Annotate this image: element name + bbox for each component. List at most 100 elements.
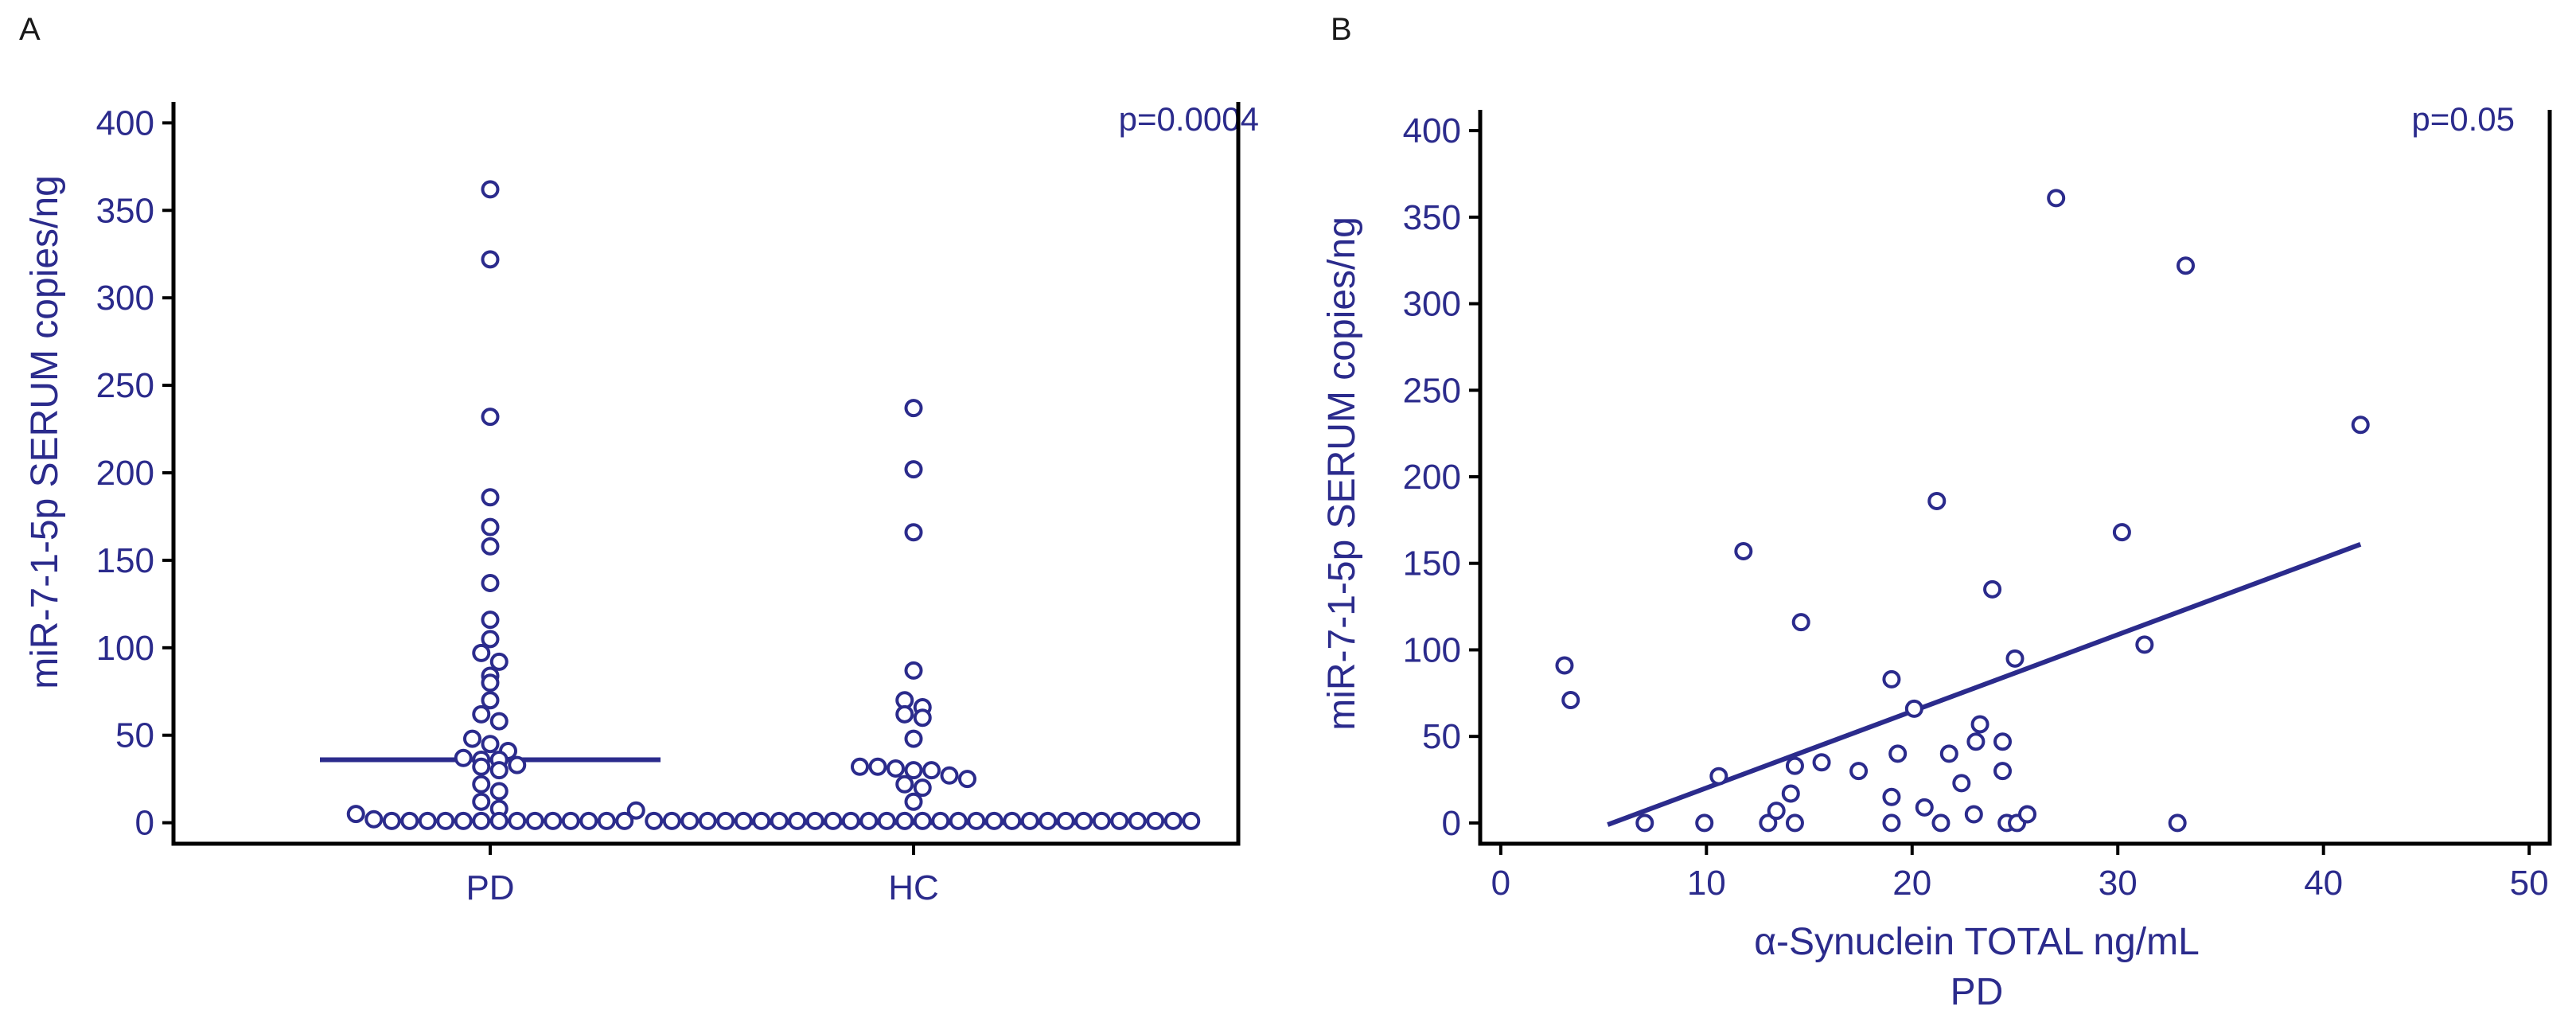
panel-a-point-hc	[851, 757, 869, 776]
panel-a-y-tick-label: 400	[96, 103, 154, 142]
panel-a-point-hc	[949, 811, 968, 830]
panel-a-point-pd	[472, 792, 491, 811]
panel-a-point-hc	[904, 761, 923, 780]
panel-b-axis-frame	[1478, 110, 2552, 846]
panel-b-x-axis-title: α-Synuclein TOTAL ng/mL	[1754, 921, 2200, 963]
panel-a-point-pd	[481, 735, 500, 754]
panel-a-point-pd	[454, 748, 473, 767]
panel-a-y-tick-label: 350	[96, 191, 154, 230]
panel-a-point-pd	[481, 573, 500, 592]
panel-a-point-hc	[940, 766, 959, 785]
panel-b-y-axis-title: miR-7-1-5p SERUM copies/ng	[1321, 217, 1363, 731]
panel-b-point	[1561, 691, 1580, 710]
panel-a-y-tick-label: 300	[96, 279, 154, 318]
panel-a-point-hc	[824, 811, 843, 830]
panel-b-point	[1849, 762, 1869, 781]
panel-b-y-tick-label: 350	[1403, 198, 1461, 237]
panel-b-x-axis-subtitle: PD	[1951, 971, 2004, 1013]
panel-b-point	[1931, 813, 1951, 833]
panel-a-y-tick-label: 250	[96, 366, 154, 405]
panel-a-point-pd	[436, 811, 455, 830]
panel-a-y-tick-label: 200	[96, 454, 154, 493]
panel-a-point-hc	[904, 661, 923, 680]
panel-a-point-hc	[904, 792, 923, 811]
panel-a-point-hc	[716, 811, 735, 830]
panel-b-x-tick-label: 0	[1491, 864, 1510, 903]
panel-a-point-pd	[481, 673, 500, 692]
panel-a-axis-frame	[171, 102, 1241, 846]
panel-a-point-hc	[1020, 811, 1039, 830]
panel-a-point-pd	[481, 536, 500, 556]
panel-a-point-hc	[662, 811, 681, 830]
panel-b-y-tick-label: 0	[1442, 804, 1461, 843]
panel-b-point	[1939, 744, 1958, 763]
panel-b-y-tick-label: 300	[1403, 285, 1461, 324]
panel-b-point	[2177, 256, 2196, 275]
panel-b-point	[1927, 491, 1947, 510]
panel-b-point	[2018, 805, 2037, 824]
panel-a-point-hc	[904, 729, 923, 748]
panel-b-point	[1767, 802, 1786, 821]
panel-b-point	[1759, 813, 1778, 833]
panel-b-point	[1882, 787, 1901, 806]
panel-a-axes	[171, 102, 1241, 846]
panel-b-x-ticks: 0 10 20 30 40 50	[1491, 844, 2549, 903]
panel-b-point	[1555, 656, 1574, 675]
panel-a-point-hc	[645, 811, 664, 830]
panel-a-y-tick-label: 0	[135, 804, 154, 843]
panel-b-y-ticks: 0 50 100 150 200 250 300 350 400	[1403, 111, 1480, 843]
panel-a-point-pd	[481, 488, 500, 507]
panel-a-point-pd	[382, 811, 401, 830]
panel-a-point-hc	[1146, 811, 1165, 830]
panel-b-point	[1966, 732, 1986, 751]
panel-a-point-pd	[454, 811, 473, 830]
panel-a-point-pd	[561, 811, 580, 830]
panel-a-point-pd	[508, 811, 527, 830]
panel-a-marks	[320, 180, 1201, 830]
panel-b-point	[1635, 813, 1654, 833]
panel-a-point-hc	[895, 811, 914, 830]
panel-b-marks	[1555, 189, 2370, 833]
panel-b-x-tick-label: 30	[2099, 864, 2138, 903]
panel-a-point-pd	[346, 805, 365, 824]
panel-a-point-hc	[1092, 811, 1111, 830]
panel-b-point	[2112, 523, 2131, 542]
panel-b-y-tick-label: 200	[1403, 458, 1461, 497]
panel-a-point-hc	[868, 757, 887, 776]
panel-a-point-pd	[579, 811, 598, 830]
panel-a-point-hc	[913, 811, 932, 830]
panel-b-point	[2351, 415, 2370, 435]
panel-b-x-tick-label: 40	[2304, 864, 2343, 903]
panel-b-point	[1952, 774, 1971, 793]
panel-a-point-hc	[1163, 811, 1183, 830]
panel-a-x-tick-label-pd: PD	[466, 868, 514, 907]
panel-a-point-pd	[481, 691, 500, 710]
panel-a-point-hc	[913, 778, 932, 798]
panel-a-point-pd	[481, 180, 500, 199]
panel-a-point-pd	[481, 630, 500, 649]
panel-a-point-pd	[615, 811, 634, 830]
panel-a-point-hc	[859, 811, 879, 830]
panel-b-y-tick-label: 50	[1422, 717, 1461, 756]
panel-b-point	[2168, 813, 2187, 833]
panel-a-point-pd	[418, 811, 437, 830]
panel-a-point-hc	[895, 774, 914, 794]
panel-a-point-hc	[752, 811, 771, 830]
panel-a-point-hc	[913, 708, 932, 728]
panel-b-y-tick-label: 250	[1403, 371, 1461, 410]
panel-a-point-pd	[597, 811, 616, 830]
panel-a-p-value: p=0.0004	[1119, 100, 1259, 138]
panel-b-point	[1882, 813, 1901, 833]
panel-b-point	[1734, 542, 1753, 561]
panel-b-point	[1781, 784, 1800, 803]
panel-b-point	[1791, 613, 1810, 632]
panel-a-point-hc	[770, 811, 789, 830]
panel-b-point	[1888, 744, 1908, 763]
panel-a-point-pd	[400, 811, 419, 830]
panel-a-point-pd	[489, 652, 509, 671]
panel-a-y-axis-title: miR-7-1-5p SERUM copies/ng	[24, 175, 66, 689]
panel-a-point-pd	[481, 517, 500, 536]
panel-a-y-ticks: 0 50 100 150 200 250 300 350 400	[96, 103, 173, 843]
panel-a-point-hc	[680, 811, 700, 830]
panel-a-y-tick-label: 100	[96, 629, 154, 668]
